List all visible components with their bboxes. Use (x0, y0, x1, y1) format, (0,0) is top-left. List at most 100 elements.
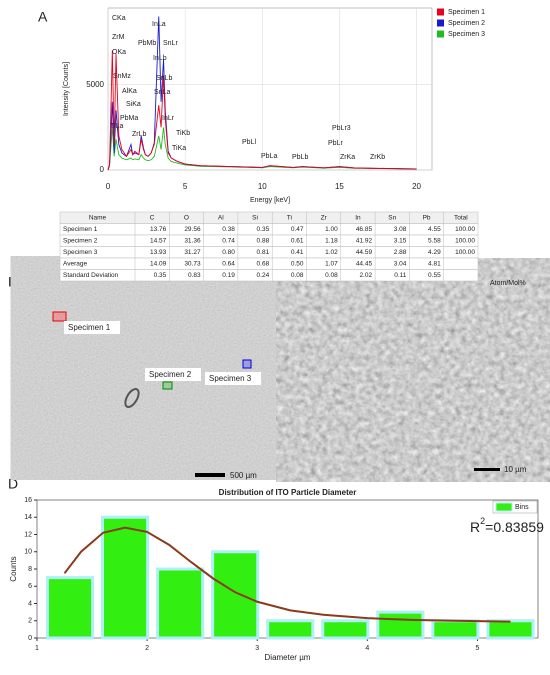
table-cell: Name (89, 214, 107, 221)
peak-label: OKa (112, 49, 126, 56)
peak-label: PbMb (138, 40, 156, 47)
peak-label: PbLl (242, 139, 256, 146)
table-cell: 2.02 (359, 272, 372, 279)
x-tick-label: 4 (365, 645, 369, 652)
table-cell: 5.58 (428, 237, 441, 244)
table-cell: In (355, 214, 361, 221)
peak-label: PbLr (328, 140, 343, 147)
table-cell: 0.41 (291, 249, 304, 256)
x-tick-label: 5 (183, 182, 188, 191)
legend-label: Specimen 3 (448, 31, 485, 38)
table-cell: 1.07 (325, 260, 338, 267)
table-cell: 0.35 (154, 272, 167, 279)
label-box (145, 368, 201, 381)
table-cell: 31.36 (184, 237, 201, 244)
bar (45, 576, 95, 640)
y-tick-label: 14 (24, 514, 32, 521)
region-box (242, 359, 252, 369)
peak-label: AlKa (122, 88, 137, 95)
table-cell: Specimen 2 (63, 237, 98, 244)
legend-swatch (495, 502, 513, 512)
peak-label: SnMz (113, 73, 131, 80)
peak-label: PbLa (261, 153, 277, 160)
y-tick-label: 4 (28, 600, 32, 607)
x-axis-label: Energy [keV] (250, 197, 290, 204)
table-cell: Pb (423, 214, 431, 221)
table-cell: 100.00 (455, 237, 475, 244)
y-tick-label: 6 (28, 583, 32, 590)
r-squared-part: R (470, 519, 480, 535)
x-tick-label: 3 (255, 645, 259, 652)
y-tick-label: 5000 (86, 80, 104, 89)
bar (211, 550, 260, 640)
table-cell: 1.18 (325, 237, 338, 244)
legend-label: Specimen 2 (448, 20, 485, 27)
table-cell: 4.81 (428, 260, 441, 267)
y-tick-label: 10 (24, 549, 32, 556)
spectrum-line (107, 50, 417, 171)
table-cell: 29.56 (184, 226, 201, 233)
fit-curve (63, 526, 511, 623)
r-squared-part: 2 (480, 516, 485, 526)
x-axis-label: Diameter µm (265, 653, 311, 662)
panel-label: D (8, 476, 18, 492)
table-cell: O (184, 214, 189, 221)
table-cell: Al (218, 214, 224, 221)
table-cell: 0.47 (291, 226, 304, 233)
bar (266, 619, 315, 640)
table-cell: 0.83 (188, 272, 201, 279)
peak-label: SiKa (126, 101, 141, 108)
peak-label: TiKa (172, 145, 186, 152)
r-squared: R2=0.83859 (470, 516, 544, 534)
table-cell: 14.09 (150, 260, 167, 267)
legend-label: Bins (515, 504, 529, 511)
table-cell: 0.64 (222, 260, 235, 267)
table-row (59, 269, 479, 282)
table-cell: 13.93 (150, 249, 167, 256)
table-cell: 0.55 (428, 272, 441, 279)
bar (431, 619, 480, 640)
table-cell: 0.81 (257, 249, 270, 256)
table-cell: 30.73 (184, 260, 201, 267)
table-cell: Specimen 1 (63, 226, 98, 233)
table-cell: 2.88 (394, 249, 407, 256)
region-label: Specimen 1 (68, 323, 111, 332)
unit-note: Atom/Mol% (490, 280, 526, 287)
defect (124, 387, 140, 409)
region-box (162, 381, 173, 390)
peak-label: InLa (152, 21, 166, 28)
x-tick-label: 15 (335, 182, 344, 191)
legend-swatch (437, 30, 444, 38)
table-cell: 3.15 (394, 237, 407, 244)
table-cell: 1.02 (325, 249, 338, 256)
table-cell: Specimen 3 (63, 249, 98, 256)
x-tick-label: 10 (258, 182, 267, 191)
scale-label: 500 µm (230, 471, 257, 480)
table-row (59, 211, 479, 224)
table-cell: 3.08 (394, 226, 407, 233)
panel-label: C (290, 274, 300, 290)
peak-label: TiKb (176, 130, 190, 137)
table-cell: 1.00 (325, 226, 338, 233)
table-cell: Total (454, 214, 468, 221)
legend-label: Specimen 1 (448, 9, 485, 16)
scale-label: 10 µm (504, 465, 527, 474)
y-tick-label: 0 (28, 635, 32, 642)
y-tick-label: 8 (28, 566, 32, 573)
table-cell: 41.92 (356, 237, 373, 244)
label-box (205, 372, 261, 385)
table-cell: Average (63, 260, 87, 267)
table-cell: 0.38 (222, 226, 235, 233)
table-cell: 0.50 (291, 260, 304, 267)
region-box (52, 311, 67, 322)
x-tick-label: 1 (35, 645, 39, 652)
bar (321, 619, 370, 640)
scale-bar (474, 468, 500, 471)
table-cell: Ti (287, 214, 292, 221)
table-cell: C (150, 214, 155, 221)
region-label: Specimen 3 (209, 374, 252, 383)
panel-label: A (38, 9, 48, 25)
region-label: Specimen 2 (149, 370, 192, 379)
table-cell: 4.29 (428, 249, 441, 256)
bar (101, 515, 150, 640)
